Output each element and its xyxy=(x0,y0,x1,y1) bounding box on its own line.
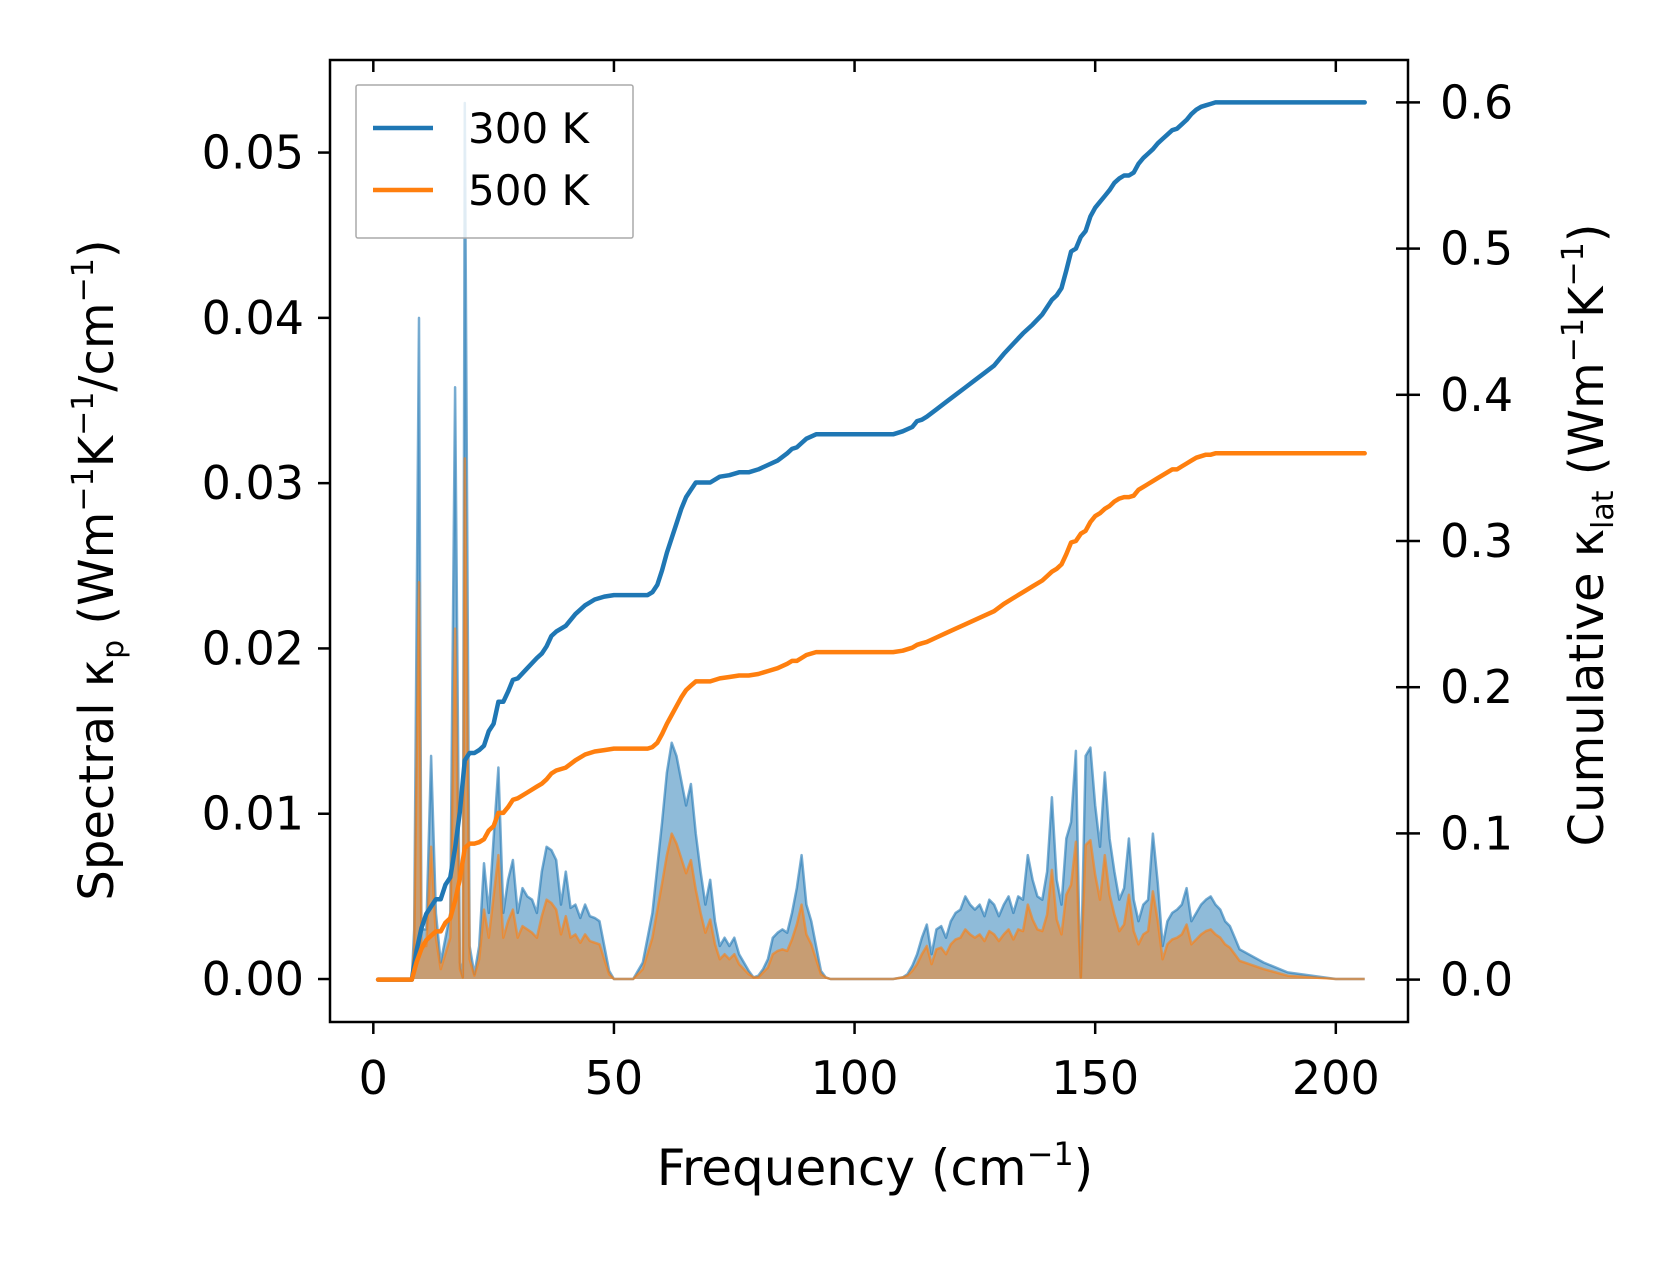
x-tick-label: 100 xyxy=(811,1051,899,1105)
x-tick-label: 0 xyxy=(359,1051,388,1105)
right-y-tick-label: 0.2 xyxy=(1440,660,1513,714)
series-group xyxy=(375,100,1367,982)
right-y-axis-label: Cumulative κlat (Wm−1K−1) xyxy=(1556,224,1621,847)
left-y-axis-label: Spectral κp (Wm−1K−1/cm−1) xyxy=(66,239,131,900)
spectral-line-500k xyxy=(378,457,1365,981)
legend-box xyxy=(355,84,634,239)
cumulative-line-500k xyxy=(375,451,1367,982)
x-axis-label: Frequency (cm−1) xyxy=(657,1135,1094,1197)
cumulative-line-300k xyxy=(375,100,1367,982)
x-tick-label: 50 xyxy=(585,1051,644,1105)
x-tick-label: 200 xyxy=(1292,1051,1380,1105)
x-tick-label: 150 xyxy=(1051,1051,1139,1105)
right-y-tick-label: 0.3 xyxy=(1440,514,1513,568)
left-y-tick-label: 0.03 xyxy=(202,456,304,510)
left-y-tick-label: 0.05 xyxy=(202,126,304,180)
right-y-tick-label: 0.5 xyxy=(1440,222,1513,276)
right-y-tick-label: 0.0 xyxy=(1440,953,1513,1007)
left-y-tick-label: 0.01 xyxy=(202,787,304,841)
legend-label-500k: 500 K xyxy=(468,166,591,215)
axes: 0 50 100 150 200 0.00 0.01 0.02 0.03 0.04 0.05 0.0 0… xyxy=(202,58,1513,1105)
left-y-tick-label: 0.00 xyxy=(202,952,304,1006)
plot-area xyxy=(375,100,1367,982)
right-y-tick-label: 0.1 xyxy=(1440,806,1513,860)
legend: 300 K 500 K xyxy=(355,84,634,239)
right-y-tick-label: 0.4 xyxy=(1440,368,1513,422)
right-y-tick-label: 0.6 xyxy=(1440,75,1513,129)
legend-label-300k: 300 K xyxy=(468,104,591,153)
left-y-tick-label: 0.04 xyxy=(202,291,304,345)
left-y-tick-label: 0.02 xyxy=(202,621,304,675)
